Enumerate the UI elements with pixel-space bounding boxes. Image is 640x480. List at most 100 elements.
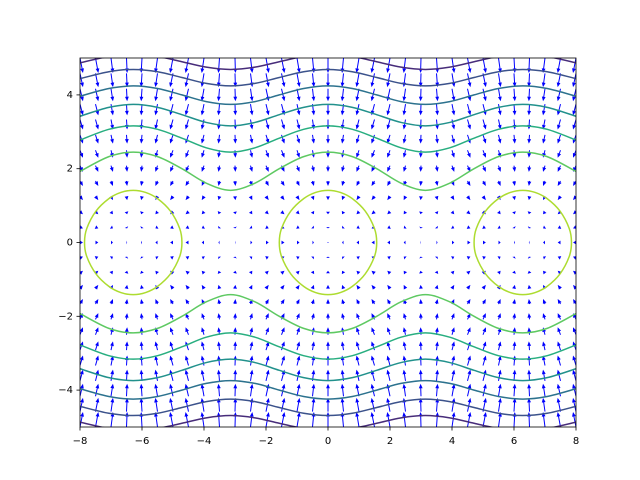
quiver-arrow <box>467 73 472 88</box>
quiver-arrow <box>185 240 189 245</box>
quiver-arrow <box>435 256 438 260</box>
quiver-arrow <box>200 104 205 116</box>
quiver-arrow <box>341 313 345 320</box>
quiver-arrow <box>466 270 471 275</box>
quiver-arrow <box>527 256 532 259</box>
quiver-arrow <box>94 284 99 290</box>
quiver-arrow <box>310 195 315 201</box>
quiver-arrow <box>419 270 423 274</box>
quiver-arrow <box>402 104 407 116</box>
quiver-arrow <box>435 225 438 229</box>
quiver-arrow <box>356 240 359 245</box>
quiver-arrow <box>311 58 316 73</box>
quiver-arrow <box>435 383 440 397</box>
quiver-arrow <box>296 73 301 88</box>
quiver-arrow <box>512 134 517 144</box>
quiver-arrow <box>356 313 360 320</box>
quiver-arrow <box>296 256 300 260</box>
quiver-arrow <box>265 58 270 73</box>
quiver-arrow <box>326 383 330 397</box>
quiver-arrow <box>154 383 159 397</box>
quiver-arrow <box>233 150 238 158</box>
quiver-arrow <box>110 355 114 366</box>
quiver-arrow <box>402 355 407 366</box>
quiver-arrow <box>340 383 345 397</box>
quiver-arrow <box>342 240 344 245</box>
quiver-arrow <box>94 225 99 229</box>
quiver-arrow <box>451 256 455 260</box>
quiver-arrow <box>265 313 269 320</box>
quiver-arrow <box>125 397 129 412</box>
quiver-arrow <box>341 165 345 172</box>
quiver-arrow <box>233 119 238 130</box>
x-tick-label: −4 <box>197 436 212 447</box>
quiver-arrow <box>217 299 222 305</box>
quiver-arrow <box>466 210 471 215</box>
quiver-arrow <box>355 355 360 366</box>
quiver-arrow <box>170 165 174 172</box>
quiver-arrow <box>169 134 174 144</box>
quiver-arrow <box>572 327 576 335</box>
quiver-arrow <box>185 165 190 172</box>
quiver-arrow <box>355 88 360 102</box>
quiver-arrow <box>572 369 576 381</box>
quiver-arrow <box>355 369 360 381</box>
quiver-arrow <box>356 270 361 275</box>
quiver-arrow <box>356 165 360 172</box>
quiver-arrow <box>341 284 346 290</box>
quiver-arrow <box>109 225 113 229</box>
quiver-arrow <box>467 397 472 412</box>
quiver-arrow <box>249 383 254 397</box>
quiver-arrow <box>543 225 547 229</box>
quiver-arrow <box>402 88 407 102</box>
quiver-arrow <box>370 88 375 102</box>
quiver-arrow <box>527 383 531 397</box>
quiver-arrow <box>201 313 206 320</box>
quiver-arrow <box>498 412 502 427</box>
quiver-arrow <box>355 58 360 73</box>
quiver-arrow <box>94 299 99 305</box>
quiver-arrow <box>497 225 501 229</box>
quiver-arrow <box>512 383 517 397</box>
quiver-arrow <box>95 134 99 144</box>
quiver-arrow <box>249 104 254 116</box>
quiver-arrow <box>125 88 129 102</box>
quiver-arrow <box>467 412 472 427</box>
quiver-arrow <box>201 240 204 245</box>
quiver-arrow <box>542 134 546 144</box>
quiver-arrow <box>310 210 315 215</box>
quiver-arrow <box>402 327 407 335</box>
quiver-arrow <box>556 58 561 73</box>
quiver-arrow <box>233 180 237 186</box>
quiver-arrow <box>124 134 129 144</box>
quiver-arrow <box>418 341 423 351</box>
quiver-arrow <box>326 313 330 320</box>
axes: −8 −6 −4 −2 0 2 4 6 8 −4 −2 0 2 4 <box>58 90 579 447</box>
quiver-arrow <box>387 256 391 260</box>
y-tick-label: 4 <box>67 90 73 101</box>
quiver-arrow <box>512 299 516 305</box>
quiver-arrow <box>124 355 129 366</box>
quiver-arrow <box>155 270 159 275</box>
quiver-arrow <box>527 180 532 186</box>
quiver-arrow <box>218 225 221 229</box>
quiver-arrow <box>280 210 285 215</box>
quiver-arrow <box>264 299 269 305</box>
quiver-arrow <box>169 150 174 158</box>
quiver-arrow <box>94 256 99 260</box>
quiver-arrow <box>573 299 576 305</box>
quiver-arrow <box>248 195 253 201</box>
quiver-arrow <box>80 180 83 186</box>
quiver-arrow <box>557 240 561 245</box>
quiver-arrow <box>418 313 423 320</box>
quiver-arrow <box>265 412 270 427</box>
quiver-arrow <box>80 369 84 381</box>
quiver-arrow <box>466 180 471 186</box>
quiver-arrow <box>512 369 517 381</box>
quiver-arrow <box>435 88 440 102</box>
quiver-arrow <box>296 88 301 102</box>
quiver-arrow <box>201 327 205 335</box>
contour-line <box>80 151 576 192</box>
quiver-arrow <box>265 355 270 366</box>
